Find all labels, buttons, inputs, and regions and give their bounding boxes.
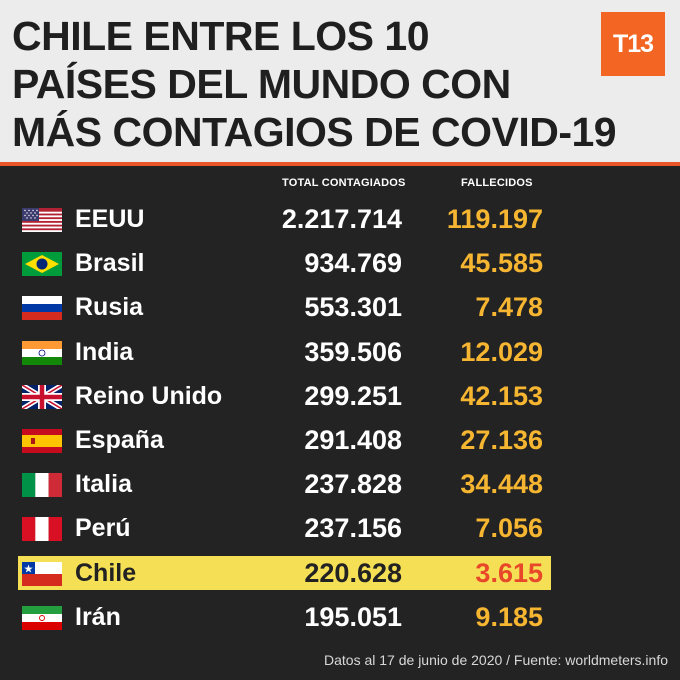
deaths-count: 45.585	[460, 248, 543, 279]
table-row: India 359.506 12.029	[0, 331, 680, 375]
deaths-count: 27.136	[460, 424, 543, 455]
deaths-count: 12.029	[460, 336, 543, 367]
india-flag-icon	[22, 340, 62, 365]
russia-flag-icon	[22, 296, 62, 321]
table-row: Irán 195.051 9.185	[0, 596, 680, 640]
total-cases: 553.301	[304, 292, 402, 323]
title-line-3: MÁS CONTAGIOS DE COVID-19	[12, 109, 617, 155]
source-footer: Datos al 17 de junio de 2020 / Fuente: w…	[324, 652, 668, 668]
table-row: Rusia 553.301 7.478	[0, 286, 680, 330]
country-name: España	[75, 425, 164, 454]
country-name: Irán	[75, 602, 121, 631]
total-cases: 220.628	[304, 557, 402, 588]
highlight-bar	[18, 555, 551, 590]
title-line-1: CHILE ENTRE LOS 10	[12, 13, 430, 59]
table-row: EEUU 2.217.714 119.197	[0, 198, 680, 242]
header: CHILE ENTRE LOS 10 PAÍSES DEL MUNDO CON …	[0, 0, 680, 166]
country-name: India	[75, 337, 134, 366]
total-cases: 299.251	[304, 380, 402, 411]
country-name: Reino Unido	[75, 381, 223, 410]
country-name: Chile	[75, 558, 137, 587]
total-cases: 237.828	[304, 469, 402, 500]
deaths-count: 7.056	[475, 513, 543, 544]
deaths-count: 3.615	[475, 557, 543, 588]
table-row: Italia 237.828 34.448	[0, 463, 680, 507]
peru-flag-icon	[22, 517, 62, 542]
table-row-highlighted: Chile 220.628 3.615	[0, 552, 680, 596]
total-cases: 195.051	[304, 601, 402, 632]
total-cases: 237.156	[304, 513, 402, 544]
page-title: CHILE ENTRE LOS 10 PAÍSES DEL MUNDO CON …	[12, 12, 617, 156]
country-name: Rusia	[75, 293, 144, 322]
country-name: Perú	[75, 514, 131, 543]
column-header-deaths: FALLECIDOS	[461, 177, 533, 189]
table-row: España 291.408 27.136	[0, 419, 680, 463]
deaths-count: 42.153	[460, 380, 543, 411]
uk-flag-icon	[22, 384, 62, 409]
table-row: Perú 237.156 7.056	[0, 507, 680, 551]
us-flag-icon	[22, 208, 62, 232]
deaths-count: 9.185	[475, 601, 543, 632]
country-name: EEUU	[75, 205, 145, 233]
title-line-2: PAÍSES DEL MUNDO CON	[12, 61, 511, 107]
italy-flag-icon	[22, 473, 62, 498]
deaths-count: 34.448	[460, 469, 543, 500]
brazil-flag-icon	[22, 252, 62, 277]
deaths-count: 119.197	[446, 204, 543, 234]
spain-flag-icon	[22, 428, 62, 453]
iran-flag-icon	[22, 605, 62, 630]
total-cases: 934.769	[304, 248, 402, 279]
t13-logo: T13	[601, 12, 665, 76]
table-row: Reino Unido 299.251 42.153	[0, 375, 680, 419]
country-name: Brasil	[75, 249, 145, 278]
total-cases: 359.506	[304, 336, 402, 367]
chile-flag-icon	[22, 561, 62, 586]
total-cases: 291.408	[304, 424, 402, 455]
total-cases: 2.217.714	[281, 204, 402, 234]
deaths-count: 7.478	[475, 292, 543, 323]
country-table: EEUU 2.217.714 119.197 Brasil 934.769 45…	[0, 198, 680, 640]
country-name: Italia	[75, 470, 132, 499]
table-row: Brasil 934.769 45.585	[0, 242, 680, 286]
column-header-total: TOTAL CONTAGIADOS	[282, 177, 406, 189]
